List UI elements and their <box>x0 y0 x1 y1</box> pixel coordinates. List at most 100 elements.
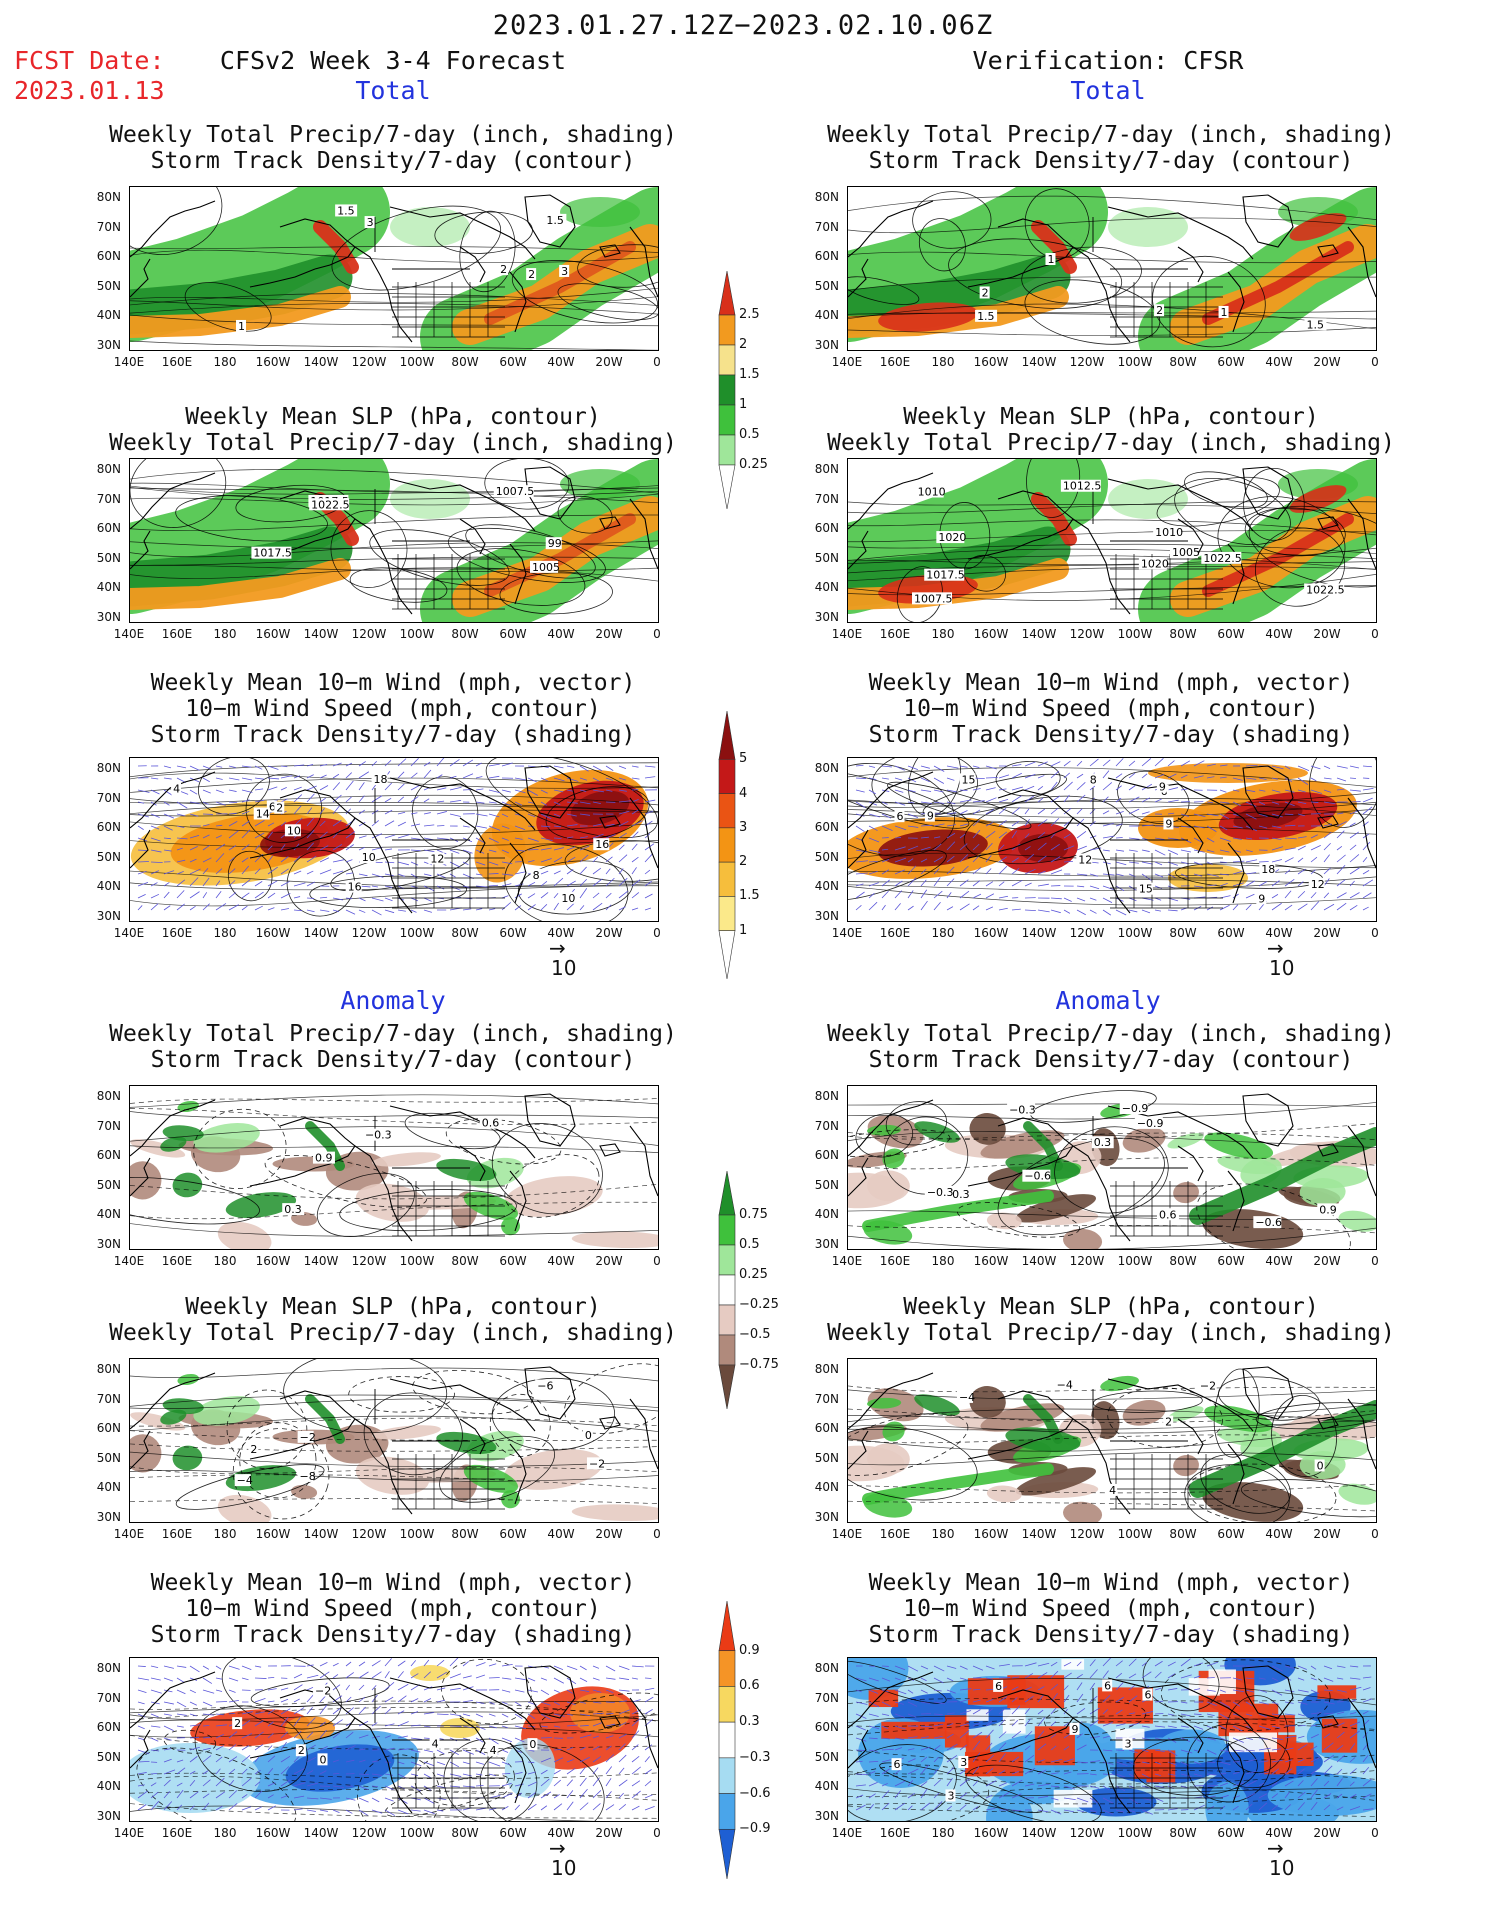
lon-tick: 120W <box>1069 1527 1105 1541</box>
svg-text:−2: −2 <box>1200 1379 1216 1392</box>
panel-title-l2-0: Weekly Mean SLP (hPa, contour) <box>185 404 601 430</box>
map-panel-r2: 1010 1020 1005 1012.5 1017.5 1007.5 1010 1022.5… <box>847 458 1377 623</box>
contour-label: 4 <box>487 1744 498 1757</box>
lon-tick: 80W <box>1169 627 1197 641</box>
contour-label: 1.5 <box>544 213 567 227</box>
colorbar-swatch <box>718 314 736 346</box>
lon-tick: 60W <box>499 1527 527 1541</box>
contour-label: 2 <box>232 1717 243 1730</box>
contour-label: 1017.5 <box>924 568 965 582</box>
verification-heading: Verification: CFSR <box>972 46 1244 75</box>
contour-label: 1007.5 <box>493 485 534 498</box>
svg-text:4: 4 <box>490 1744 497 1757</box>
lon-tick: 40W <box>547 1254 575 1268</box>
svg-text:14: 14 <box>256 808 270 821</box>
lat-tick: 50N <box>814 1177 839 1192</box>
svg-text:0: 0 <box>585 1429 592 1442</box>
contour-label: 0.6 <box>1156 1208 1179 1221</box>
contour-label: 10 <box>284 824 301 837</box>
contour-label: 0.3 <box>282 1203 305 1216</box>
colorbar-swatch <box>718 1793 736 1830</box>
contour-label: 10 <box>359 850 376 864</box>
lon-tick: 140E <box>113 1254 145 1268</box>
lat-tick: 30N <box>814 1236 839 1251</box>
svg-text:0.9: 0.9 <box>315 1152 333 1165</box>
lat-tick: 60N <box>814 820 839 834</box>
lon-tick: 60W <box>1217 1254 1245 1268</box>
lon-tick: 160E <box>161 1527 193 1541</box>
svg-text:1012.5: 1012.5 <box>1063 480 1102 493</box>
lat-tick: 60N <box>814 249 839 263</box>
contour-label: −0.6 <box>1022 1169 1051 1183</box>
lon-tick: 80W <box>451 926 479 940</box>
colorbar-swatch <box>718 758 736 794</box>
lon-tick: 0 <box>653 355 661 369</box>
svg-text:6: 6 <box>1104 1679 1111 1692</box>
map-panel-l4: −0.3 0.9 0.6 0.3 <box>129 1085 659 1250</box>
svg-text:2: 2 <box>1156 304 1163 317</box>
colorbar-swatch <box>718 464 736 510</box>
lon-tick: 80W <box>1169 355 1197 369</box>
lon-tick: 160W <box>973 926 1009 940</box>
contour-label: 6 <box>894 810 905 823</box>
contour-label: 18 <box>371 773 388 786</box>
lat-tick: 70N <box>814 491 839 506</box>
svg-text:−0.6: −0.6 <box>1255 1216 1282 1229</box>
lon-tick: 160E <box>879 627 911 641</box>
svg-text:15: 15 <box>1139 883 1153 896</box>
lat-tick: 40N <box>814 1207 839 1221</box>
lat-tick: 40N <box>96 308 121 322</box>
svg-text:0: 0 <box>1317 1459 1324 1472</box>
svg-text:−6: −6 <box>537 1379 553 1392</box>
svg-text:−2: −2 <box>300 1431 316 1444</box>
colorbar-label: 2 <box>739 337 748 352</box>
lon-tick: 120W <box>351 355 387 369</box>
contour-label: 9 <box>924 809 935 823</box>
lon-tick: 60W <box>1217 1527 1245 1541</box>
lat-tick: 30N <box>96 337 121 352</box>
lon-tick: 60W <box>499 1826 527 1840</box>
contour-label: 9 <box>1069 1722 1080 1736</box>
svg-text:9: 9 <box>1159 781 1166 794</box>
colorbar-swatch <box>718 1600 736 1652</box>
svg-text:10: 10 <box>287 824 301 837</box>
panel-title-r6-2: Storm Track Density/7-day (shading) <box>868 1622 1354 1648</box>
lat-tick: 30N <box>96 908 121 923</box>
svg-text:16: 16 <box>348 881 362 894</box>
svg-text:2: 2 <box>234 1717 241 1730</box>
svg-text:6: 6 <box>896 810 903 823</box>
panel-title-l2-1: Weekly Total Precip/7-day (inch, shading… <box>109 430 677 456</box>
lat-tick: 50N <box>96 1450 121 1465</box>
colorbar-label: 0.25 <box>739 457 768 472</box>
lon-tick: 20W <box>1313 1826 1341 1840</box>
anomaly-heading-right: Anomaly <box>1055 986 1161 1015</box>
lon-tick: 140W <box>1021 1826 1057 1840</box>
colorbar-label: 1 <box>739 397 748 412</box>
lon-tick: 40W <box>1265 1826 1293 1840</box>
colorbar-label: 1.5 <box>739 888 760 904</box>
vector-ref-arrow: → <box>549 936 566 960</box>
panel-title-l3-1: 10−m Wind Speed (mph, contour) <box>185 696 601 722</box>
contour-label: 1.5 <box>335 204 358 217</box>
lon-tick: 160W <box>255 355 291 369</box>
lon-tick: 140E <box>113 1527 145 1541</box>
svg-text:6: 6 <box>1144 1689 1151 1702</box>
lon-tick: 180 <box>931 1254 955 1268</box>
lon-tick: 0 <box>1371 1254 1379 1268</box>
panel-title-l6-2: Storm Track Density/7-day (shading) <box>150 1622 636 1648</box>
contour-label: 3 <box>945 1789 956 1802</box>
lon-tick: 160W <box>973 627 1009 641</box>
lon-tick: 140W <box>1021 355 1057 369</box>
lon-tick: 160W <box>255 1826 291 1840</box>
svg-text:12: 12 <box>430 852 444 865</box>
contour-label: 4 <box>1107 1483 1118 1497</box>
colorbar-swatch <box>718 1721 736 1759</box>
contour-label: −4 <box>234 1474 253 1487</box>
lon-tick: 160E <box>161 1826 193 1840</box>
contour-label: 1 <box>236 319 247 333</box>
lat-tick: 60N <box>96 820 121 834</box>
lon-tick: 80W <box>1169 926 1197 940</box>
svg-text:0.6: 0.6 <box>482 1117 500 1130</box>
lon-tick: 120W <box>351 627 387 641</box>
lon-tick: 120W <box>1069 1826 1105 1840</box>
